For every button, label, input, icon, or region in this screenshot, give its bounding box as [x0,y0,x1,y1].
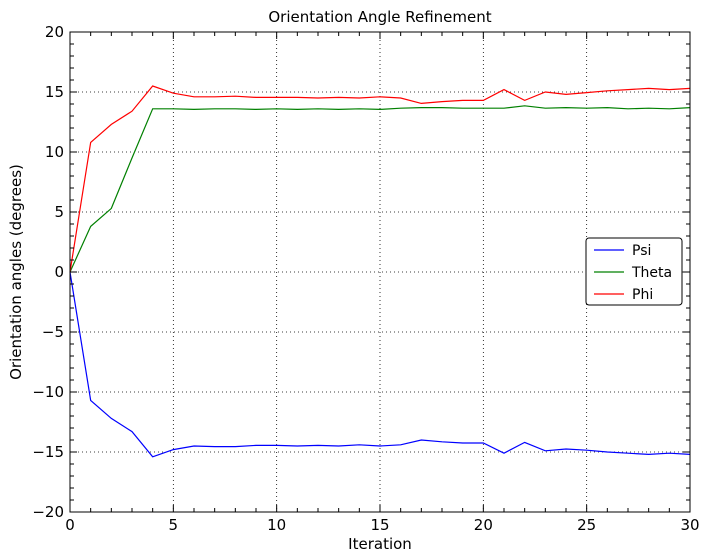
tick-labels: 0 5 10 15 20 25 30 −20 −15 −10 −5 0 5 10 15 20 [32,23,699,534]
y-tick-label: −10 [32,383,64,401]
x-tick-label: 10 [267,516,286,534]
x-axis-label: Iteration [348,535,412,553]
x-tick-label: 30 [680,516,699,534]
legend-box [585,237,683,306]
y-axis-label: Orientation angles (degrees) [7,164,25,380]
x-tick-label: 25 [577,516,596,534]
series-line-theta [69,105,691,273]
y-tick-label: −20 [32,503,64,521]
y-tick-label: 15 [45,83,64,101]
x-tick-label: 5 [169,516,179,534]
legend: Psi Theta Phi [585,237,683,306]
y-tick-label: 20 [45,23,64,41]
legend-label-phi: Phi [632,287,653,303]
x-tick-label: 0 [65,516,75,534]
legend-label-theta: Theta [631,265,672,281]
y-tick-label: −15 [32,443,64,461]
chart-title: Orientation Angle Refinement [268,8,491,26]
axis-ticks [69,31,691,513]
y-tick-label: −5 [42,323,64,341]
series-line-phi [69,85,691,273]
legend-label-psi: Psi [632,243,651,259]
y-tick-label: 0 [54,263,64,281]
x-tick-label: 15 [370,516,389,534]
x-tick-label: 20 [474,516,493,534]
y-tick-label: 10 [45,143,64,161]
series-layer [69,85,691,458]
y-tick-label: 5 [54,203,64,221]
series-line-psi [69,271,691,458]
